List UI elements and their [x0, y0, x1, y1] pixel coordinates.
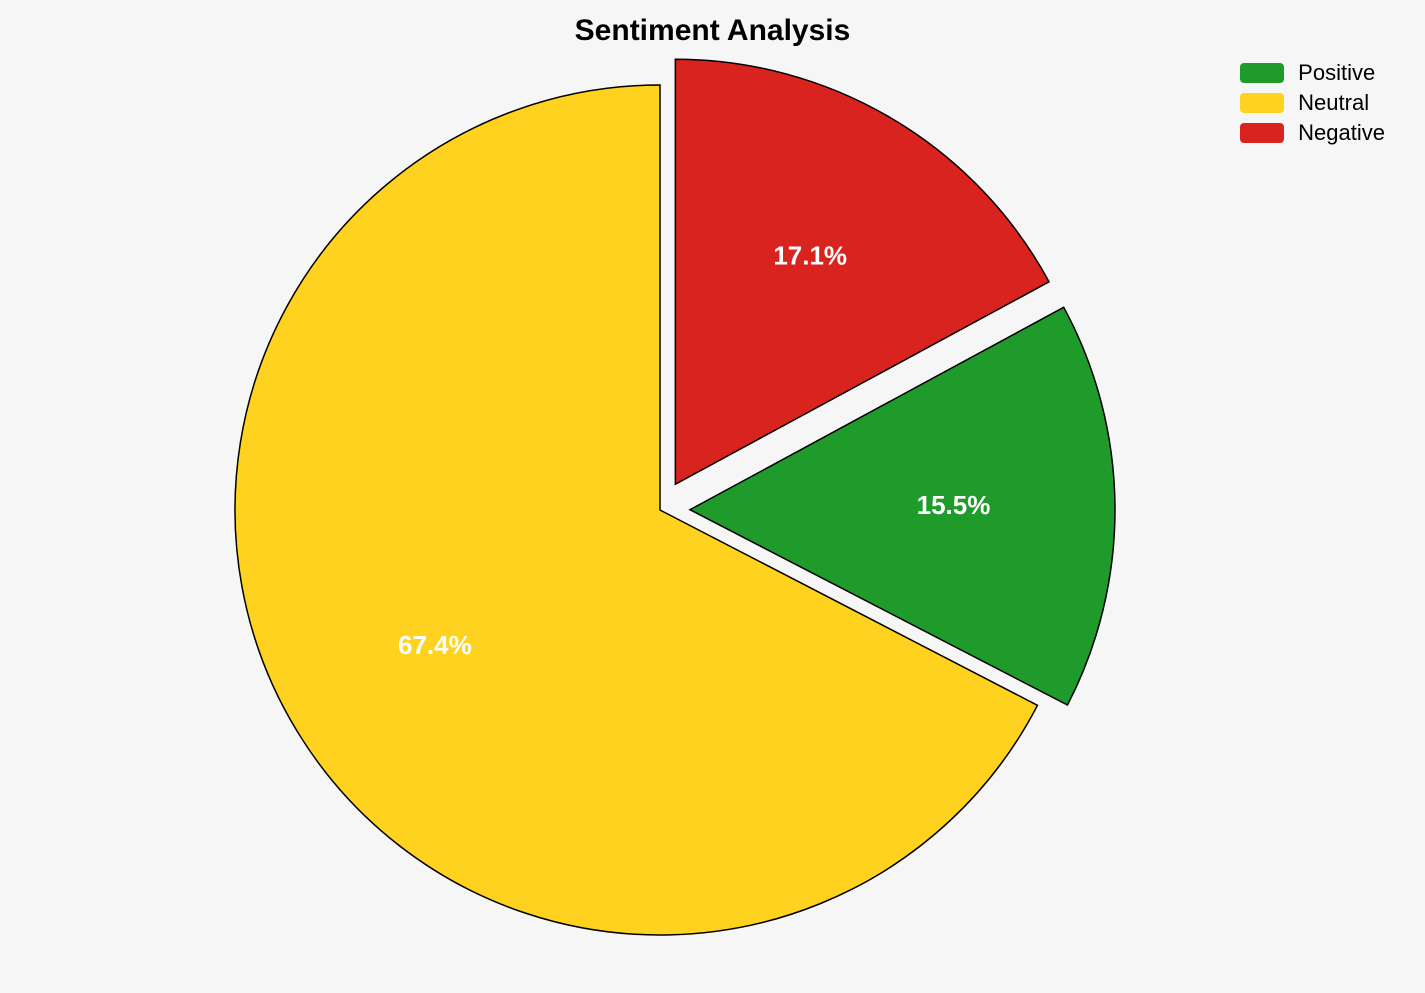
legend-item: Positive — [1240, 60, 1385, 86]
slice-label: 67.4% — [398, 630, 472, 660]
slice-label: 17.1% — [773, 241, 847, 271]
legend-label: Positive — [1298, 60, 1375, 86]
legend-swatch — [1240, 123, 1284, 143]
legend-swatch — [1240, 93, 1284, 113]
legend-label: Negative — [1298, 120, 1385, 146]
legend-label: Neutral — [1298, 90, 1369, 116]
pie-chart-container: Sentiment Analysis 17.1%15.5%67.4% Posit… — [0, 0, 1425, 993]
legend-swatch — [1240, 63, 1284, 83]
legend-item: Negative — [1240, 120, 1385, 146]
chart-legend: Positive Neutral Negative — [1240, 60, 1385, 150]
slice-label: 15.5% — [917, 490, 991, 520]
legend-item: Neutral — [1240, 90, 1385, 116]
pie-chart-svg: 17.1% 15.5% 67.4% — [0, 0, 1425, 993]
